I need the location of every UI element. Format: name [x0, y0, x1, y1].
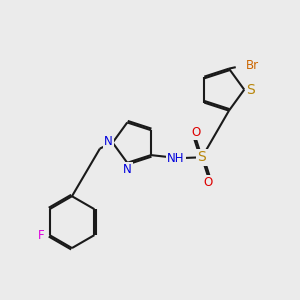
Text: S: S	[197, 151, 206, 164]
Text: O: O	[203, 176, 212, 189]
Text: N: N	[123, 163, 132, 176]
Text: Br: Br	[246, 59, 259, 72]
Text: NH: NH	[167, 152, 185, 164]
Text: S: S	[246, 82, 255, 97]
Text: F: F	[38, 229, 45, 242]
Text: N: N	[104, 135, 112, 148]
Text: O: O	[191, 126, 201, 139]
